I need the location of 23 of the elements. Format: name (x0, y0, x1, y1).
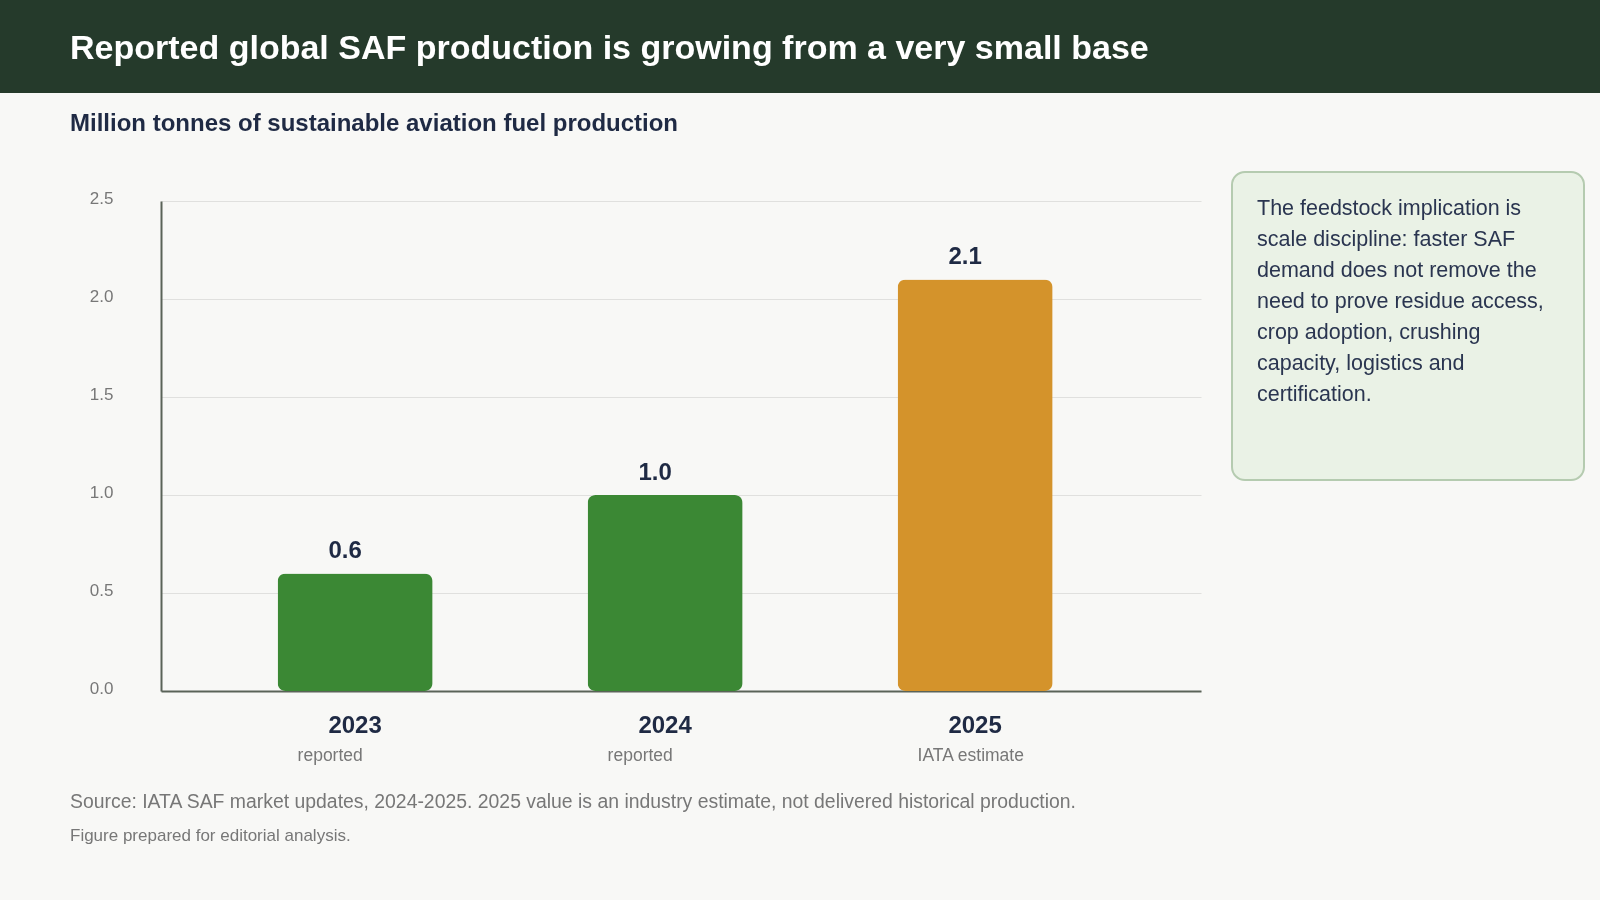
source-note: Source: IATA SAF market updates, 2024-2025. 2025 value is an industry estimate, not delivered historical production. (70, 790, 1076, 814)
x-tick-label: 2025 (948, 710, 1002, 738)
bar (277, 573, 433, 691)
data-label: 0.6 (328, 536, 362, 564)
text: reported (297, 745, 363, 765)
bar (587, 495, 743, 691)
text: Figure prepared for editorial analysis. (70, 826, 352, 846)
x-tick-label: 2023 (328, 710, 382, 738)
chart-title: Reported global SAF production is growing from a very small base (70, 28, 1149, 67)
y-tick-label: 0.0 (89, 678, 114, 698)
y-tick-label: 0.5 (89, 580, 114, 600)
bar (897, 279, 1053, 691)
text: The feedstock implication is scale discipline: faster SAF demand does not remove the need to prove residue access, crop adoption, crushing capacity, logistics and certification. (1231, 171, 1585, 481)
x-tick-label: 2024 (638, 710, 693, 738)
data-label: 2.1 (948, 242, 982, 270)
y-tick-label: 2.5 (89, 188, 114, 208)
text: IATA estimate (917, 745, 1024, 765)
y-tick-label: 2.0 (89, 286, 114, 306)
chart-subtitle: Million tonnes of sustainable aviation fuel production (70, 109, 679, 137)
y-tick-label: 1.5 (89, 384, 114, 404)
text: reported (607, 745, 673, 765)
data-label: 1.0 (638, 458, 672, 485)
y-tick-label: 1.0 (89, 482, 114, 502)
